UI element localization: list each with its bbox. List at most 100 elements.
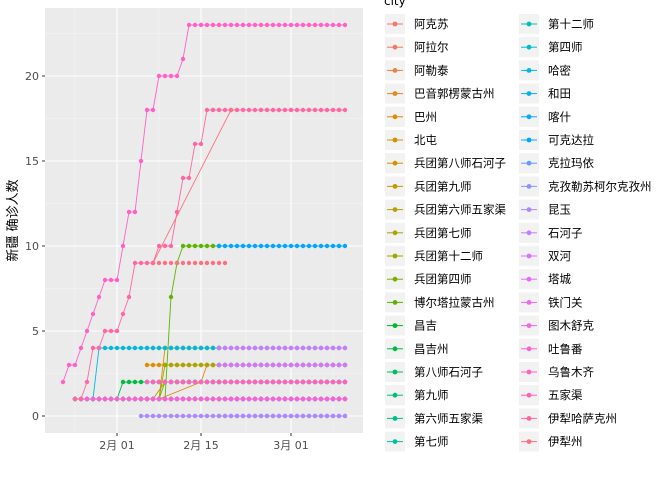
legend-item: 克孜勒苏柯尔克孜州 (519, 176, 652, 197)
data-point (168, 379, 174, 385)
data-point (156, 345, 162, 351)
legend-key-point (392, 44, 398, 50)
data-point (252, 345, 258, 351)
data-point (138, 379, 144, 385)
legend-key-point (526, 68, 532, 73)
data-point (288, 345, 294, 351)
data-point (312, 379, 318, 385)
data-point (186, 345, 192, 351)
legend: city 阿克苏阿拉尔阿勒泰巴音郭楞蒙古州巴州北屯兵团第八师石河子兵团第九师兵团第… (384, 0, 652, 452)
data-point (330, 413, 336, 419)
data-point (312, 107, 318, 113)
data-point (204, 260, 210, 266)
data-point (288, 107, 294, 113)
data-point (108, 396, 114, 402)
data-point (132, 209, 138, 215)
data-point (216, 22, 222, 28)
data-point (180, 243, 186, 249)
legend-label: 第八师石河子 (414, 365, 483, 379)
data-point (270, 362, 276, 368)
data-point (108, 277, 114, 283)
data-point (144, 107, 150, 113)
data-point (246, 413, 252, 419)
data-point (288, 413, 294, 419)
data-point (276, 379, 282, 385)
data-point (282, 345, 288, 351)
data-point (78, 345, 84, 351)
data-point (264, 396, 270, 402)
legend-item: 第九师 (385, 385, 449, 406)
legend-label: 第九师 (414, 388, 449, 402)
legend-key-point (392, 346, 398, 352)
data-point (204, 345, 210, 351)
data-point (156, 243, 162, 249)
data-point (306, 22, 312, 28)
legend-item: 昆玉 (519, 199, 571, 220)
legend-item: 昌吉州 (385, 338, 449, 359)
legend-label: 第十二师 (548, 17, 594, 31)
data-point (174, 73, 180, 79)
data-point (246, 107, 252, 113)
data-point (264, 243, 270, 249)
data-point (294, 22, 300, 28)
data-point (198, 141, 204, 147)
legend-label: 阿克苏 (414, 17, 449, 31)
data-point (144, 379, 150, 385)
data-point (102, 345, 108, 351)
data-point (246, 362, 252, 368)
data-point (156, 362, 162, 368)
data-point (270, 379, 276, 385)
data-point (192, 260, 198, 266)
legend-label: 兵团第四师 (414, 272, 472, 286)
data-point (210, 379, 216, 385)
legend-key-point (526, 160, 532, 166)
y-tick-label: 15 (25, 155, 39, 168)
data-point (282, 22, 288, 28)
data-point (324, 243, 330, 249)
legend-label: 喀什 (548, 110, 571, 124)
data-point (114, 345, 120, 351)
data-point (240, 362, 246, 368)
data-point (210, 413, 216, 419)
legend-label: 和田 (548, 87, 571, 101)
legend-key-point (526, 91, 532, 96)
data-point (264, 22, 270, 28)
data-point (180, 396, 186, 402)
data-point (294, 362, 300, 368)
legend-label: 克拉玛依 (548, 156, 594, 170)
x-tick-label: 2月 01 (99, 439, 135, 452)
legend-item: 图木舒克 (519, 315, 594, 336)
legend-key-point (392, 323, 398, 328)
legend-label: 昆玉 (548, 203, 571, 217)
data-point (258, 243, 264, 249)
data-point (204, 107, 210, 113)
data-point (318, 396, 324, 402)
data-point (282, 107, 288, 113)
data-point (234, 243, 240, 249)
data-point (192, 22, 198, 28)
legend-item: 兵团第九师 (385, 176, 472, 197)
data-point (246, 379, 252, 385)
legend-label: 塔城 (548, 272, 571, 286)
data-point (156, 413, 162, 419)
data-point (168, 260, 174, 266)
data-point (252, 362, 258, 368)
data-point (288, 379, 294, 385)
data-point (150, 396, 156, 402)
data-point (234, 107, 240, 113)
data-point (228, 243, 234, 249)
data-point (180, 379, 186, 385)
data-point (318, 413, 324, 419)
data-point (276, 22, 282, 28)
legend-item: 阿勒泰 (385, 60, 449, 81)
data-point (330, 362, 336, 368)
legend-item: 和田 (519, 83, 571, 104)
data-point (162, 345, 168, 351)
data-point (126, 396, 132, 402)
data-point (264, 345, 270, 351)
legend-item: 喀什 (519, 106, 571, 127)
data-point (264, 107, 270, 113)
legend-key-point (526, 253, 532, 259)
data-point (252, 413, 258, 419)
data-point (120, 345, 126, 351)
